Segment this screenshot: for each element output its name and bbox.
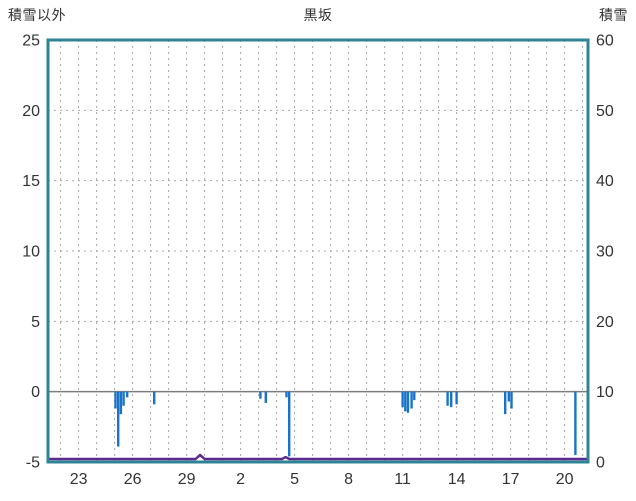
x-axis-tick: 8 [344, 471, 353, 488]
right-axis-title: 積雪 [599, 7, 628, 23]
precip-bar [117, 391, 120, 447]
x-axis-tick: 14 [448, 471, 466, 488]
precip-bar [404, 391, 407, 412]
left-axis-tick: 15 [22, 173, 40, 190]
x-axis-tick: 11 [394, 471, 411, 488]
precip-bar [288, 391, 291, 457]
x-axis-tick: 29 [178, 471, 196, 488]
left-axis-tick: 20 [22, 103, 40, 120]
x-axis-tick: 23 [70, 471, 88, 488]
precip-bar [574, 391, 577, 455]
precip-bar [122, 391, 125, 406]
precip-bar [119, 391, 123, 415]
plot-frame [46, 38, 590, 464]
left-axis-title: 積雪以外 [8, 7, 66, 23]
snow-depth-line [48, 453, 588, 461]
left-axis-tick: 25 [22, 33, 40, 50]
x-axis-tick: 2 [236, 471, 245, 488]
precip-bar [446, 391, 449, 406]
right-axis-tick: 40 [596, 173, 614, 190]
left-axis-tick: 0 [31, 384, 40, 401]
precip-bar [504, 391, 507, 415]
precip-bar [507, 391, 510, 402]
right-axis-tick: 30 [596, 244, 614, 261]
precip-bar [413, 391, 416, 401]
precip-bar [259, 391, 262, 399]
left-axis-tick: 5 [31, 314, 40, 331]
right-axis-tick: 20 [596, 314, 614, 331]
left-axis-tick: 10 [22, 244, 40, 261]
x-axis-tick: 17 [502, 471, 520, 488]
precip-bar [401, 391, 404, 408]
precip-bar [406, 391, 410, 413]
right-axis-tick: 60 [596, 33, 614, 50]
right-axis-tick: 10 [596, 384, 614, 401]
chart-title: 黒坂 [303, 7, 333, 23]
x-axis-tick: 26 [124, 471, 142, 488]
precip-bar [450, 391, 453, 408]
right-axis-tick: 50 [596, 103, 614, 120]
precip-bar [455, 391, 458, 405]
left-axis-tick: -5 [26, 455, 40, 472]
precip-bar [126, 391, 129, 398]
x-axis-tick: 20 [556, 471, 574, 488]
x-axis-tick: 5 [290, 471, 299, 488]
precip-bar [264, 391, 267, 403]
precip-bar [114, 391, 117, 409]
precip-bar [153, 391, 156, 405]
precip-bar [285, 391, 288, 398]
precip-bar [410, 391, 413, 409]
precip-bar [510, 391, 513, 409]
right-axis-tick: 0 [596, 455, 605, 472]
